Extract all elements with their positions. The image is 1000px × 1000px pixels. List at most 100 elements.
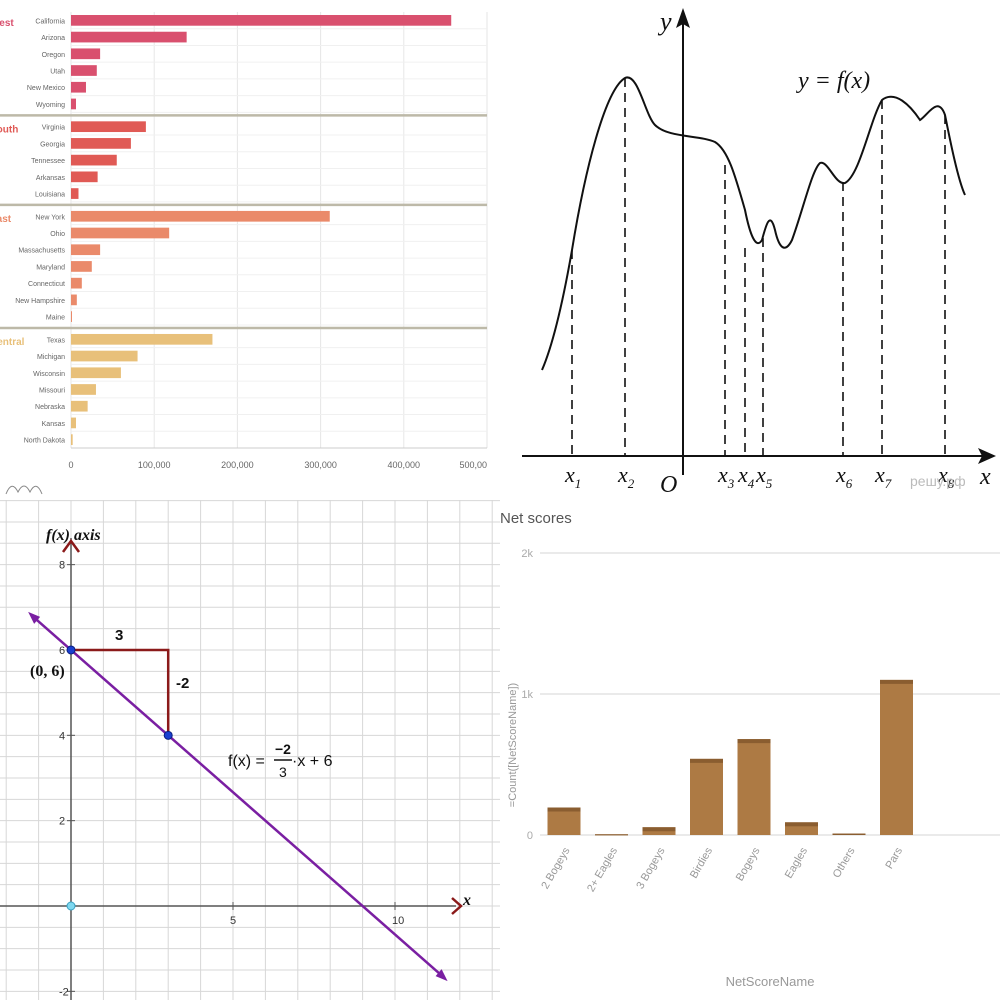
bar xyxy=(547,807,581,835)
bar xyxy=(71,384,96,395)
line-arrow-start xyxy=(28,611,41,624)
origin-label: O xyxy=(660,472,677,498)
x-tick-label: Bogeys xyxy=(734,845,763,883)
bar-cap xyxy=(642,827,676,832)
function-line xyxy=(31,614,445,979)
category-label: Ohio xyxy=(50,231,65,238)
x-tick-label: 2+ Eagles xyxy=(585,845,620,894)
category-label: North Dakota xyxy=(24,438,65,445)
y-tick-label: 6 xyxy=(59,645,65,657)
chart-title: Net scores xyxy=(500,510,572,527)
bar xyxy=(737,739,771,835)
category-label: Nebraska xyxy=(35,404,65,411)
bar xyxy=(71,121,146,133)
x-tick-label: 3 Bogeys xyxy=(634,845,668,891)
line-arrow-end xyxy=(435,969,448,982)
category-label: Virginia xyxy=(42,125,65,132)
equation-rest: ·x + 6 xyxy=(292,753,333,770)
net-scores-svg: Net scores =Count([NetScoreName]) NetSco… xyxy=(500,510,1000,989)
y-axis-label: y xyxy=(657,7,672,36)
equation-lhs: f(x) = xyxy=(228,753,265,770)
x-tick-label: 10 xyxy=(392,915,404,927)
net-scores-chart: Net scores =Count([NetScoreName]) NetSco… xyxy=(500,500,1000,1000)
x-point-label: x2 xyxy=(617,462,635,491)
x-point-label: x5 xyxy=(755,462,773,491)
x-point-subscript: 8 xyxy=(948,476,955,491)
bar xyxy=(71,227,170,239)
x-axis-label: x xyxy=(462,892,471,909)
bar xyxy=(71,154,117,166)
x-tick-label: Birdies xyxy=(688,845,715,881)
bar-cap xyxy=(595,834,628,836)
category-label: New Mexico xyxy=(27,85,65,92)
group-label: South xyxy=(0,124,18,135)
y-tick-label: 4 xyxy=(59,730,65,742)
category-label: New Hampshire xyxy=(15,298,65,305)
linear-function-svg: 5 10 8 6 4 2 -2 f(x) axis x (0, 6) 3 -2 f(x) =… xyxy=(0,500,500,1000)
bar xyxy=(71,261,92,272)
watermark: решу.рф xyxy=(910,473,966,489)
states-bar-chart: West California Arizona Oregon Utah New Mexic… xyxy=(0,0,500,500)
bar xyxy=(71,98,76,110)
bar-cap xyxy=(785,822,818,827)
rise-label: -2 xyxy=(176,675,189,692)
bar xyxy=(71,294,77,306)
bar-cap xyxy=(690,758,723,763)
bar xyxy=(71,48,101,60)
x-tick-label: 5 xyxy=(230,915,236,927)
x-tick-label: 100,000 xyxy=(138,460,171,470)
function-curve xyxy=(541,76,966,371)
x-point-subscript: 5 xyxy=(766,476,773,491)
category-label: Texas xyxy=(47,337,66,344)
y-tick-label: 2 xyxy=(59,816,65,828)
category-label: Maine xyxy=(46,315,65,322)
group-label: East xyxy=(0,214,12,225)
x-tick-label: 0 xyxy=(68,460,73,470)
bar xyxy=(71,367,121,379)
x-tick-label: Pars xyxy=(883,845,905,871)
category-label: Kansas xyxy=(42,421,66,428)
category-label: Utah xyxy=(50,69,65,76)
states-bar-chart-svg: West California Arizona Oregon Utah New Mexic… xyxy=(0,12,488,495)
bar xyxy=(71,400,88,412)
x-point-label: x1 xyxy=(564,462,581,491)
y-axis-label: =Count([NetScoreName]) xyxy=(507,683,519,807)
category-label: New York xyxy=(35,214,65,221)
bar xyxy=(71,138,131,149)
function-curve-svg: x1 x2 x3 x4 x5 x6 x7 x8 O y x y = f(x) решу.рф xyxy=(522,7,996,498)
category-label: Michigan xyxy=(37,354,65,361)
x-point-subscript: 6 xyxy=(846,476,853,491)
category-label: Wisconsin xyxy=(33,371,65,378)
y-tick-label: -2 xyxy=(59,986,69,998)
point-marker xyxy=(66,645,76,655)
bar xyxy=(71,188,79,199)
function-formula: y = f(x) xyxy=(796,68,870,94)
category-label: Georgia xyxy=(40,141,65,148)
x-point-subscript: 1 xyxy=(575,476,582,491)
y-axis-arrow xyxy=(61,538,81,553)
equation-denominator: 3 xyxy=(279,764,287,780)
bar xyxy=(71,277,82,289)
category-label: Connecticut xyxy=(28,281,65,288)
bar xyxy=(71,15,452,26)
category-label: Oregon xyxy=(42,52,65,59)
group-label: Central xyxy=(0,337,25,348)
category-label: California xyxy=(35,18,65,25)
mini-sparkline-icon xyxy=(5,485,43,495)
bar-cap xyxy=(880,679,913,684)
x-tick-label: Others xyxy=(831,845,858,880)
y-tick-label: 0 xyxy=(527,830,533,842)
x-tick-label: 200,000 xyxy=(221,460,254,470)
bar xyxy=(71,350,138,362)
equation: f(x) = −2 3 ·x + 6 xyxy=(228,741,333,780)
bar-cap xyxy=(547,807,581,812)
category-label: Wyoming xyxy=(36,102,65,109)
category-label: Louisiana xyxy=(35,192,65,199)
y-tick-label: 2k xyxy=(521,548,533,560)
x-point-label: x3 xyxy=(717,462,735,491)
equation-numerator: −2 xyxy=(275,741,291,757)
f-axis-label: f(x) axis xyxy=(46,527,101,544)
bar xyxy=(71,171,98,183)
point-marker xyxy=(66,901,76,911)
x-axis-label: NetScoreName xyxy=(726,974,815,989)
